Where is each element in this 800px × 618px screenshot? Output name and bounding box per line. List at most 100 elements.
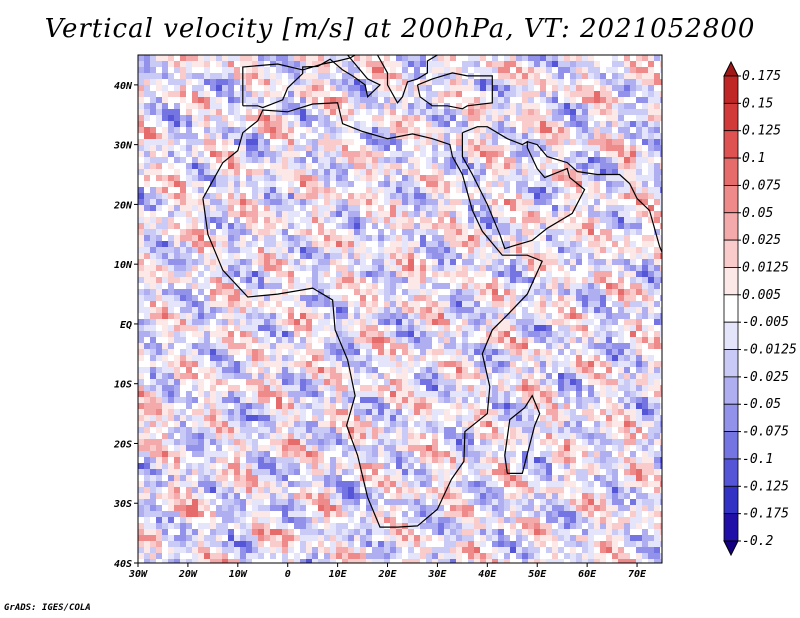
heat-cell xyxy=(450,151,456,157)
heat-cell xyxy=(210,133,216,139)
heat-cell xyxy=(582,247,588,253)
heat-cell xyxy=(624,55,630,61)
heat-cell xyxy=(180,127,186,133)
heat-cell xyxy=(246,187,252,193)
heat-cell xyxy=(156,289,162,295)
heat-cell xyxy=(270,55,276,61)
heat-cell xyxy=(150,331,156,337)
heat-cell xyxy=(618,373,624,379)
heat-cell xyxy=(438,349,444,355)
heat-cell xyxy=(504,97,510,103)
heat-cell xyxy=(138,325,144,331)
heat-cell xyxy=(150,337,156,343)
heat-cell xyxy=(210,247,216,253)
heat-cell xyxy=(318,337,324,343)
heat-cell xyxy=(288,103,294,109)
heat-cell xyxy=(168,85,174,91)
heat-cell xyxy=(144,271,150,277)
heat-cell xyxy=(384,277,390,283)
heat-cell xyxy=(624,145,630,151)
heat-cell xyxy=(444,175,450,181)
heat-cell xyxy=(378,193,384,199)
heat-cell xyxy=(456,193,462,199)
heat-cell xyxy=(570,55,576,61)
heat-cell xyxy=(216,67,222,73)
heat-cell xyxy=(522,307,528,313)
heat-cell xyxy=(552,241,558,247)
heat-cell xyxy=(228,169,234,175)
heat-cell xyxy=(534,187,540,193)
heat-cell xyxy=(216,121,222,127)
heat-cell xyxy=(312,253,318,259)
heat-cell xyxy=(336,253,342,259)
heat-cell xyxy=(408,115,414,121)
heat-cell xyxy=(636,55,642,61)
heat-cell xyxy=(606,85,612,91)
heat-cell xyxy=(300,109,306,115)
heat-cell xyxy=(438,55,444,61)
heat-cell xyxy=(420,151,426,157)
heat-cell xyxy=(150,319,156,325)
heat-cell xyxy=(462,157,468,163)
heat-cell xyxy=(576,247,582,253)
heat-cell xyxy=(186,79,192,85)
heat-cell xyxy=(354,319,360,325)
heat-cell xyxy=(150,355,156,361)
heat-cell xyxy=(588,289,594,295)
heat-cell xyxy=(462,385,468,391)
heat-cell xyxy=(516,73,522,79)
heat-cell xyxy=(660,145,662,151)
heat-cell xyxy=(660,235,662,241)
heat-cell xyxy=(228,355,234,361)
heat-cell xyxy=(540,157,546,163)
heat-cell xyxy=(276,355,282,361)
heat-cell xyxy=(264,259,270,265)
heat-cell xyxy=(234,385,240,391)
heat-cell xyxy=(276,325,282,331)
heat-cell xyxy=(600,379,606,385)
heat-cell xyxy=(318,97,324,103)
heat-cell xyxy=(342,241,348,247)
heat-cell xyxy=(336,55,342,61)
heat-cell xyxy=(438,307,444,313)
heat-cell xyxy=(600,97,606,103)
heat-cell xyxy=(462,373,468,379)
heat-cell xyxy=(450,79,456,85)
heat-cell xyxy=(330,295,336,301)
heat-cell xyxy=(354,271,360,277)
heat-cell xyxy=(642,319,648,325)
heat-cell xyxy=(282,289,288,295)
heat-cell xyxy=(474,271,480,277)
heat-cell xyxy=(606,67,612,73)
heat-cell xyxy=(498,181,504,187)
heat-cell xyxy=(408,163,414,169)
heat-cell xyxy=(390,331,396,337)
heat-cell xyxy=(414,247,420,253)
heat-cell xyxy=(342,205,348,211)
heat-cell xyxy=(648,175,654,181)
heat-cell xyxy=(432,97,438,103)
heat-cell xyxy=(576,301,582,307)
heat-cell xyxy=(276,331,282,337)
heat-cell xyxy=(558,229,564,235)
heat-cell xyxy=(372,241,378,247)
heat-cell xyxy=(270,97,276,103)
heat-cell xyxy=(462,265,468,271)
heat-cell xyxy=(450,193,456,199)
heat-cell xyxy=(264,313,270,319)
heat-cell xyxy=(498,211,504,217)
heat-cell xyxy=(432,295,438,301)
heat-cell xyxy=(606,205,612,211)
heat-cell xyxy=(648,223,654,229)
heat-cell xyxy=(276,133,282,139)
heat-cell xyxy=(270,85,276,91)
heat-cell xyxy=(228,205,234,211)
heat-cell xyxy=(510,157,516,163)
heat-cell xyxy=(174,295,180,301)
heat-cell xyxy=(522,205,528,211)
heat-cell xyxy=(426,253,432,259)
heat-cell xyxy=(222,229,228,235)
heat-cell xyxy=(144,109,150,115)
heat-cell xyxy=(582,343,588,349)
heat-cell xyxy=(300,247,306,253)
